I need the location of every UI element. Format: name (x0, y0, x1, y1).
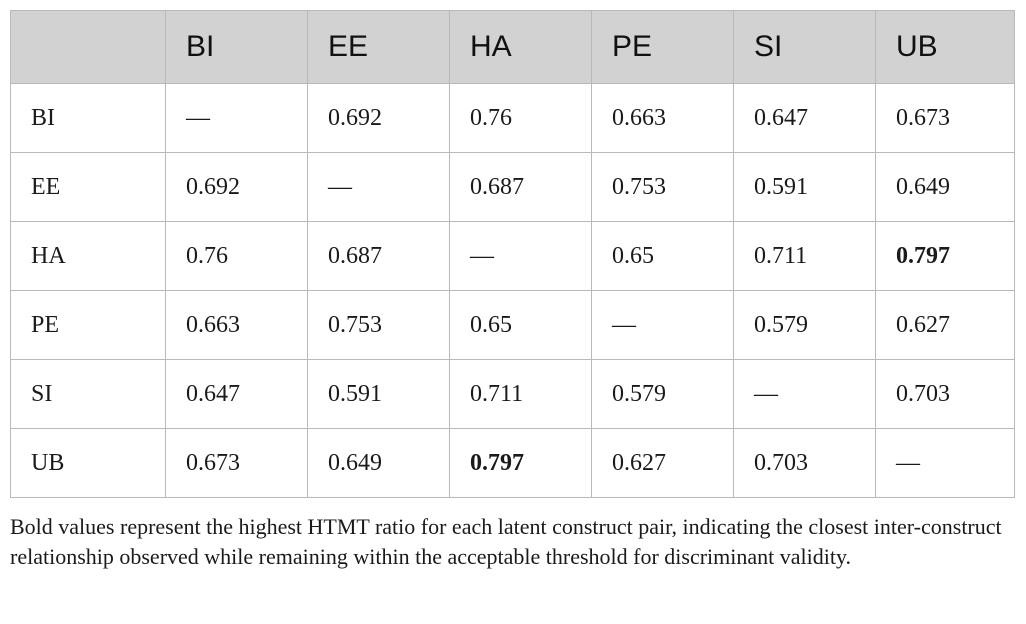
table-cell: 0.753 (307, 290, 450, 360)
table-cell: — (165, 83, 308, 153)
table-body: BI —0.692 0.76 0.663 0.647 0.673 EE 0.692—0.687… (10, 83, 1015, 498)
table-cell: 0.711 (449, 359, 592, 429)
table-cell: 0.703 (875, 359, 1015, 429)
table-cell: 0.753 (591, 152, 734, 222)
table-cell: 0.797 (449, 428, 592, 498)
table-cell: 0.647 (165, 359, 308, 429)
table-cell: 0.579 (591, 359, 734, 429)
table-cell: 0.649 (875, 152, 1015, 222)
table-cell: 0.663 (591, 83, 734, 153)
table-row: HA 0.76 0.687—0.65 0.711 0.797 (10, 221, 1015, 291)
table-cell: 0.591 (307, 359, 450, 429)
row-header-cell: SI (10, 359, 166, 429)
table-cell: 0.673 (165, 428, 308, 498)
table-cell: 0.692 (165, 152, 308, 222)
table-row: SI 0.647 0.591 0.711 0.579—0.703 (10, 359, 1015, 429)
table-cell: — (307, 152, 450, 222)
row-header-cell: EE (10, 152, 166, 222)
table-cell: 0.627 (875, 290, 1015, 360)
table-cell: 0.65 (591, 221, 734, 291)
column-header-bi: BI (165, 10, 308, 84)
table-cell: 0.65 (449, 290, 592, 360)
table-cell: 0.687 (449, 152, 592, 222)
htmt-table: BI EE HA PE SI UB BI —0.692 0.76 0.663 0.647 0.673… (10, 10, 1015, 498)
table-cell: 0.687 (307, 221, 450, 291)
row-header-cell: HA (10, 221, 166, 291)
column-header-ha: HA (449, 10, 592, 84)
table-row: PE 0.663 0.753 0.65—0.579 0.627 (10, 290, 1015, 360)
table-cell: 0.579 (733, 290, 876, 360)
table-cell: 0.627 (591, 428, 734, 498)
table-cell: — (449, 221, 592, 291)
table-cell: 0.647 (733, 83, 876, 153)
table-cell: 0.711 (733, 221, 876, 291)
table-footnote: Bold values represent the highest HTMT r… (10, 514, 1002, 569)
table-cell: 0.76 (165, 221, 308, 291)
table-cell: 0.649 (307, 428, 450, 498)
table-row: EE 0.692—0.687 0.753 0.591 0.649 (10, 152, 1015, 222)
table-cell: 0.703 (733, 428, 876, 498)
table-row: UB 0.673 0.649 0.797 0.627 0.703— (10, 428, 1015, 498)
table-cell: 0.76 (449, 83, 592, 153)
table-cell: 0.663 (165, 290, 308, 360)
table-cell: 0.692 (307, 83, 450, 153)
column-header-ub: UB (875, 10, 1015, 84)
column-header-pe: PE (591, 10, 734, 84)
row-header-cell: PE (10, 290, 166, 360)
table-cell: — (591, 290, 734, 360)
table-cell: 0.591 (733, 152, 876, 222)
table-cell: 0.673 (875, 83, 1015, 153)
table-row: BI —0.692 0.76 0.663 0.647 0.673 (10, 83, 1015, 153)
header-corner-cell (10, 10, 166, 84)
table-cell: 0.797 (875, 221, 1015, 291)
header-row: BI EE HA PE SI UB (10, 10, 1015, 84)
row-header-cell: UB (10, 428, 166, 498)
htmt-table-container: BI EE HA PE SI UB BI —0.692 0.76 0.663 0.647 0.673… (10, 10, 1015, 498)
table-header: BI EE HA PE SI UB (10, 10, 1015, 84)
row-header-cell: BI (10, 83, 166, 153)
table-cell: — (875, 428, 1015, 498)
column-header-ee: EE (307, 10, 450, 84)
table-cell: — (733, 359, 876, 429)
column-header-si: SI (733, 10, 876, 84)
